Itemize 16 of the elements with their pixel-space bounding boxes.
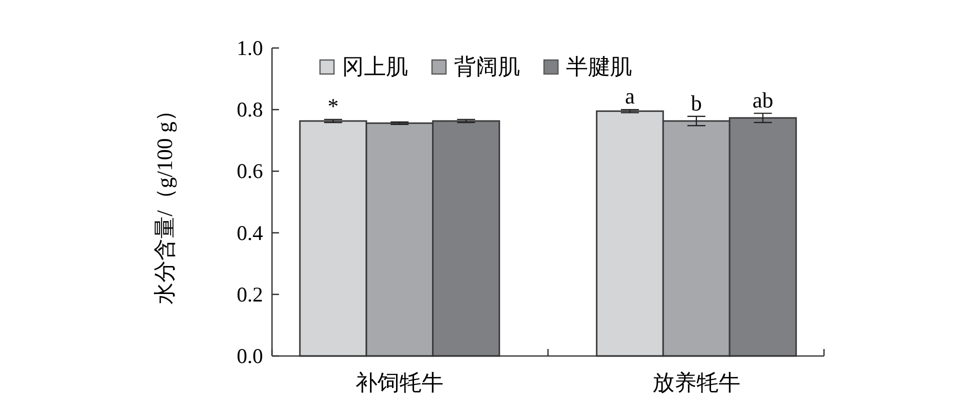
data-label: b xyxy=(690,90,702,116)
data-label: ab xyxy=(752,87,774,112)
x-tick-label: 放养牦牛 xyxy=(652,370,740,395)
legend-label: 半腱肌 xyxy=(566,54,632,79)
y-tick-label: 0.6 xyxy=(236,159,263,184)
data-label: a xyxy=(625,84,636,109)
y-tick-label: 0.0 xyxy=(236,344,263,368)
legend-label: 背阔肌 xyxy=(454,54,520,79)
y-tick-label: 0.2 xyxy=(236,282,263,306)
y-axis-title: 水分含量/（g/100 g） xyxy=(152,100,177,304)
y-tick-label: 0.4 xyxy=(236,220,264,245)
x-tick-label: 补饲牦牛 xyxy=(356,370,444,395)
y-tick-label: 1.0 xyxy=(236,36,263,60)
y-tick-label: 0.8 xyxy=(236,98,263,122)
legend-label: 冈上肌 xyxy=(342,54,408,79)
data-label: * xyxy=(328,93,339,118)
